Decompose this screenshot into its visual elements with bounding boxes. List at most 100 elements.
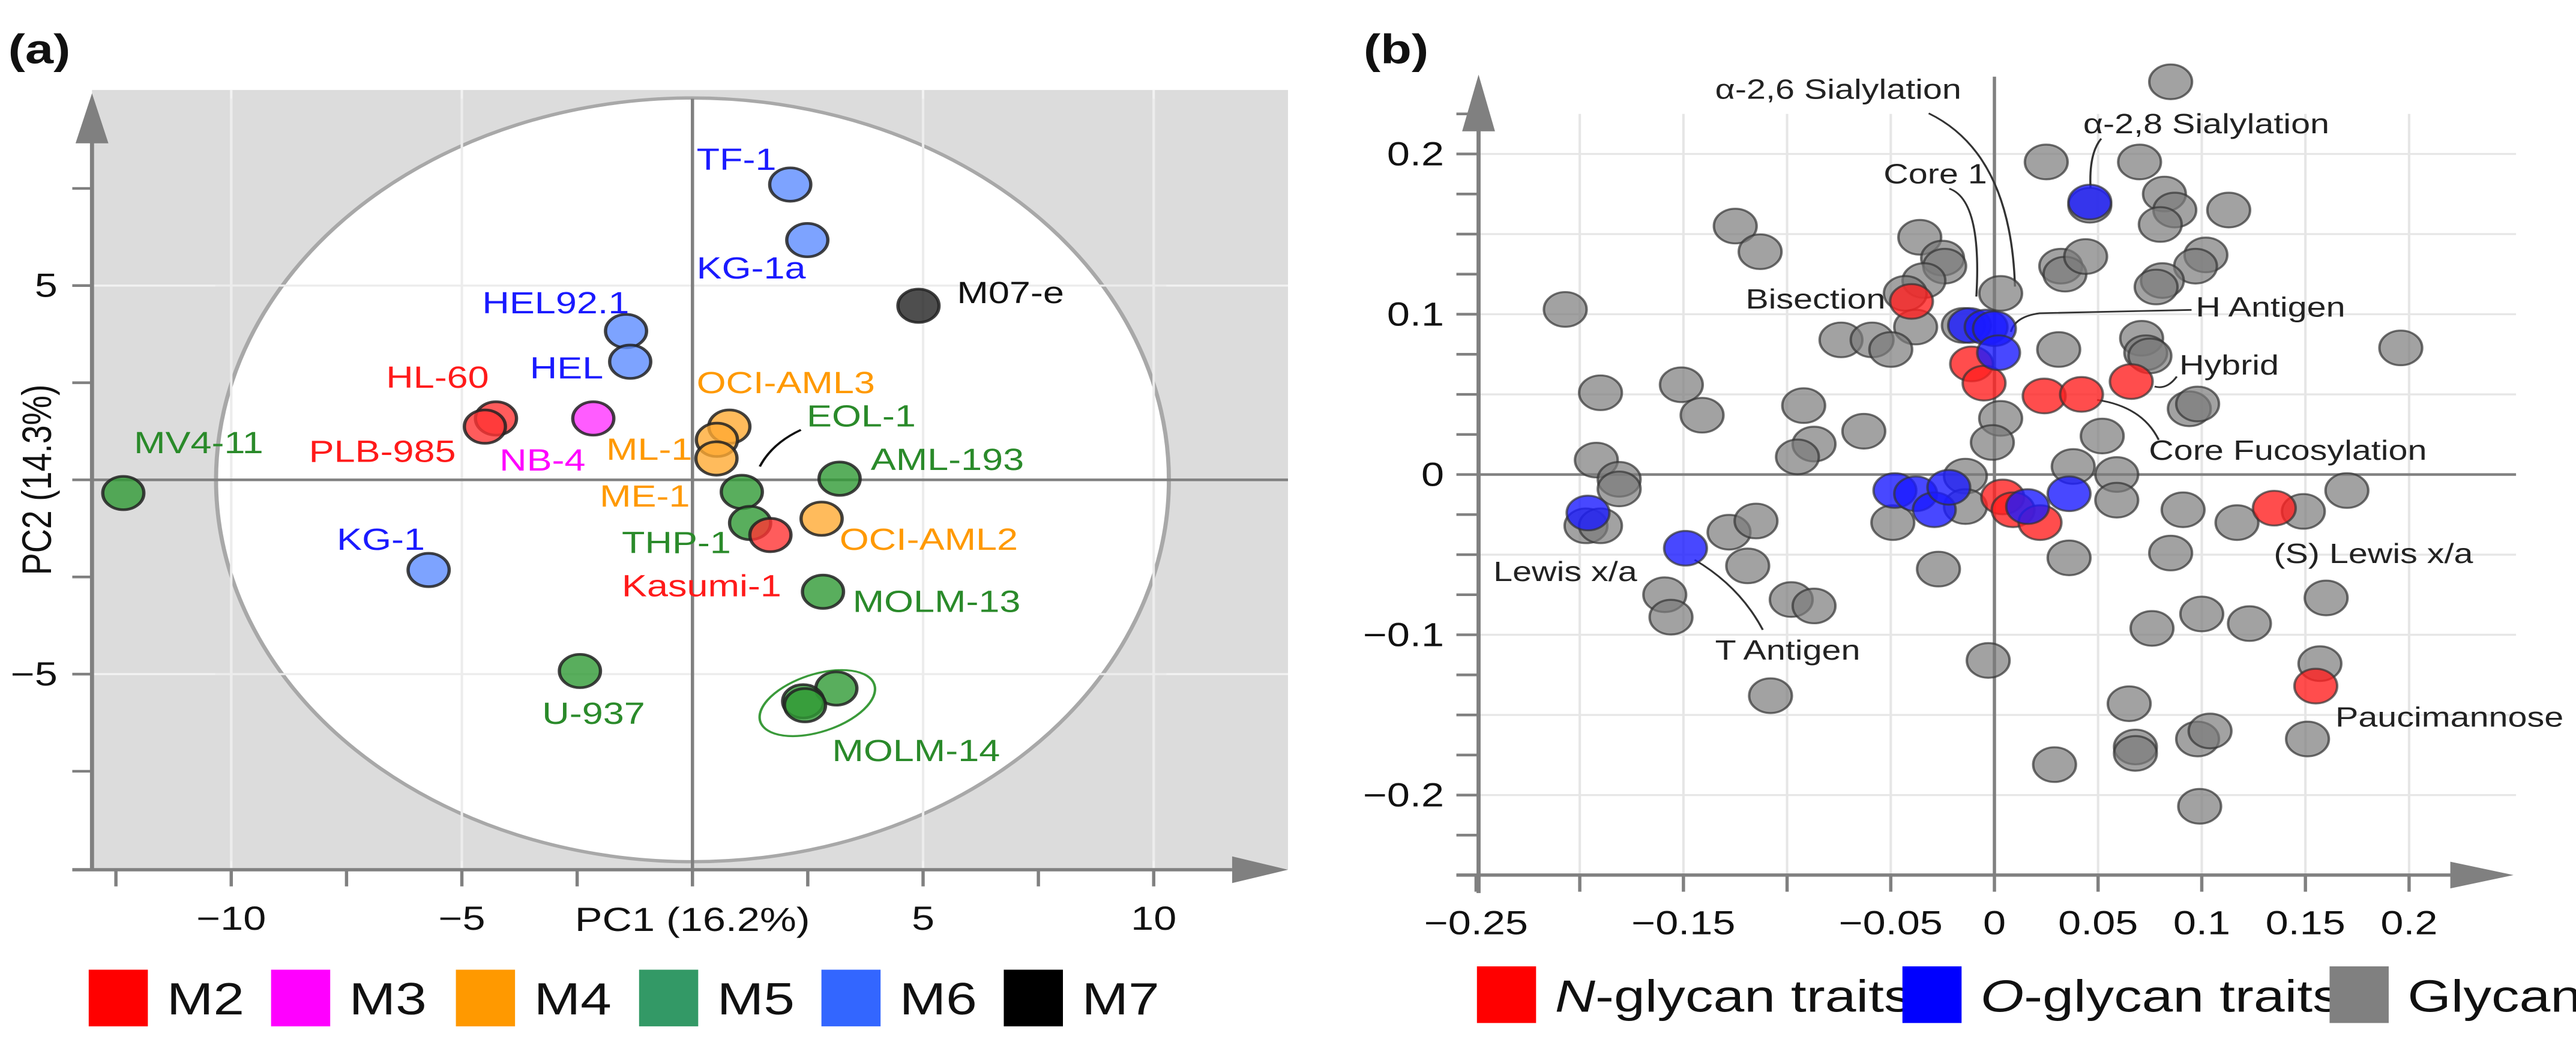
point-label: PLB-985 <box>309 435 456 469</box>
data-point-o-glycan-traits <box>1926 469 1972 506</box>
data-point-n-glycan-traits <box>2108 363 2154 400</box>
replicate-ellipse <box>758 669 876 738</box>
data-point-glycans <box>2304 579 2349 616</box>
legend-swatch-m5 <box>639 969 699 1026</box>
x-tick-label: 0.1 <box>2173 905 2230 942</box>
data-point-glycans <box>2177 788 2222 825</box>
data-point-o-glycan-traits <box>1976 334 2021 372</box>
legend-suffix: -glycan traits <box>2024 971 2341 1022</box>
data-point-glycans <box>2080 417 2125 455</box>
x-tick-label: 0.2 <box>2380 905 2437 942</box>
legend-label: M3 <box>349 973 427 1024</box>
leader-line <box>2009 309 2192 333</box>
data-point-glycans <box>1725 547 1771 585</box>
data-point-o-glycan-traits <box>2046 475 2092 513</box>
legend-label: Glycans <box>2407 971 2576 1022</box>
legend-italic-prefix: N <box>1555 971 1596 1022</box>
data-point-m5 <box>558 652 603 689</box>
point-label: EOL-1 <box>807 399 916 433</box>
point-label: THP-1 <box>622 526 731 560</box>
annotation-label: Paucimannose <box>2335 702 2563 733</box>
data-point-glycans <box>1748 677 1793 714</box>
point-label: HEL <box>530 351 603 385</box>
legend-label: M2 <box>167 973 244 1024</box>
legend-italic-prefix: O <box>1981 971 2024 1022</box>
data-point-glycans <box>2036 331 2081 368</box>
x-tick-label: 0.15 <box>2266 905 2346 942</box>
data-point-glycans <box>2174 385 2221 423</box>
annotation-label: Core 1 <box>1883 158 1987 190</box>
x-tick-label: 5 <box>912 900 934 937</box>
data-point-glycans <box>1596 471 1642 508</box>
point-label: KG-1a <box>697 251 806 286</box>
y-tick-label: −0.2 <box>1363 777 1444 813</box>
data-point-glycans <box>2113 735 2158 772</box>
annotation-label: (S) Lewis x/a <box>2274 538 2473 570</box>
data-point-glycans <box>2106 685 2152 722</box>
data-point-n-glycan-traits <box>1961 364 2007 402</box>
y-axis-arrow <box>75 93 109 143</box>
legend-suffix: -glycan traits <box>1595 971 1912 1022</box>
annotation-label: Hybrid <box>2179 350 2279 381</box>
data-point-m4 <box>694 440 739 477</box>
panel-a-pca-scores: (a) −10 −5 5 10 5 −5 PC1 (16.2%) PC2 (14.3%) TF-1… <box>8 26 1288 1026</box>
point-label: MOLM-14 <box>832 734 1000 768</box>
x-tick-label: 0.05 <box>2058 905 2138 942</box>
data-point-m7 <box>896 288 941 324</box>
data-point-glycans <box>1679 397 1725 434</box>
legend-label: N-glycan traits <box>1555 971 1912 1022</box>
legend-swatch-m7 <box>1004 969 1063 1026</box>
legend-swatch-o-glycan-traits <box>1902 966 1962 1023</box>
point-label: HEL92.1 <box>482 286 629 320</box>
point-label: HL-60 <box>386 361 489 395</box>
data-point-glycans <box>2148 63 2194 100</box>
data-point-n-glycan-traits <box>1889 283 1934 320</box>
data-point-glycans <box>1841 412 1887 450</box>
data-point-m2 <box>462 408 507 445</box>
data-point-glycans <box>2148 534 2194 571</box>
data-point-glycans <box>2214 504 2260 541</box>
data-point-glycans <box>2063 238 2108 275</box>
point-label: TF-1 <box>697 143 777 177</box>
x-tick-label: −5 <box>439 900 486 937</box>
data-point-glycans <box>1542 291 1588 328</box>
x-axis-arrow <box>1232 856 1288 884</box>
x-tick-label: 0 <box>1983 905 2006 942</box>
annotation-label: Bisection <box>1745 284 1885 315</box>
data-point-glycans <box>2129 610 2175 647</box>
x-tick-label: −0.05 <box>1839 905 1943 942</box>
y-axis-title: PC2 (14.3%) <box>14 385 60 576</box>
y-tick-label: 5 <box>35 268 58 304</box>
data-point-m4 <box>799 501 844 537</box>
data-point-glycans <box>1733 502 1779 540</box>
y-tick-label: 0 <box>1421 456 1444 493</box>
data-point-glycans <box>1966 642 2011 679</box>
annotation-label: α-2,8 Sialylation <box>2083 109 2329 140</box>
data-point-glycans <box>2023 143 2069 181</box>
data-point-glycans <box>1791 587 1837 625</box>
leader-line <box>1694 559 1764 630</box>
data-point-glycans <box>1978 275 2024 312</box>
legend-label: M6 <box>900 973 977 1024</box>
data-point-glycans <box>1775 438 1820 475</box>
data-point-m5 <box>101 475 146 511</box>
leader-line <box>1949 187 1979 297</box>
panel-label: (a) <box>8 26 71 73</box>
y-tick-label: 0.2 <box>1387 136 1444 172</box>
data-point-glycans <box>1738 233 1783 270</box>
legend-swatch-glycans <box>2329 966 2389 1023</box>
data-point-glycans <box>2187 712 2233 750</box>
data-point-glycans <box>2206 191 2251 229</box>
data-point-glycans <box>2032 746 2077 783</box>
y-tick-label: 0.1 <box>1387 296 1444 333</box>
annotation-label: Core Fucosylation <box>2149 435 2427 466</box>
data-point-o-glycan-traits <box>1565 495 1611 532</box>
x-tick-label: 10 <box>1131 900 1176 937</box>
data-point-glycans <box>2133 268 2179 306</box>
data-point-glycans <box>2378 330 2424 367</box>
data-point-m6 <box>768 166 813 203</box>
data-point-m5 <box>801 573 846 610</box>
data-point-m6 <box>608 343 652 380</box>
panel-b-pca-loadings: (b) −0.25 −0.15 −0.05 0 0.05 0.1 0.15 0.2 0.2 0.1 0… <box>1363 26 2576 1023</box>
